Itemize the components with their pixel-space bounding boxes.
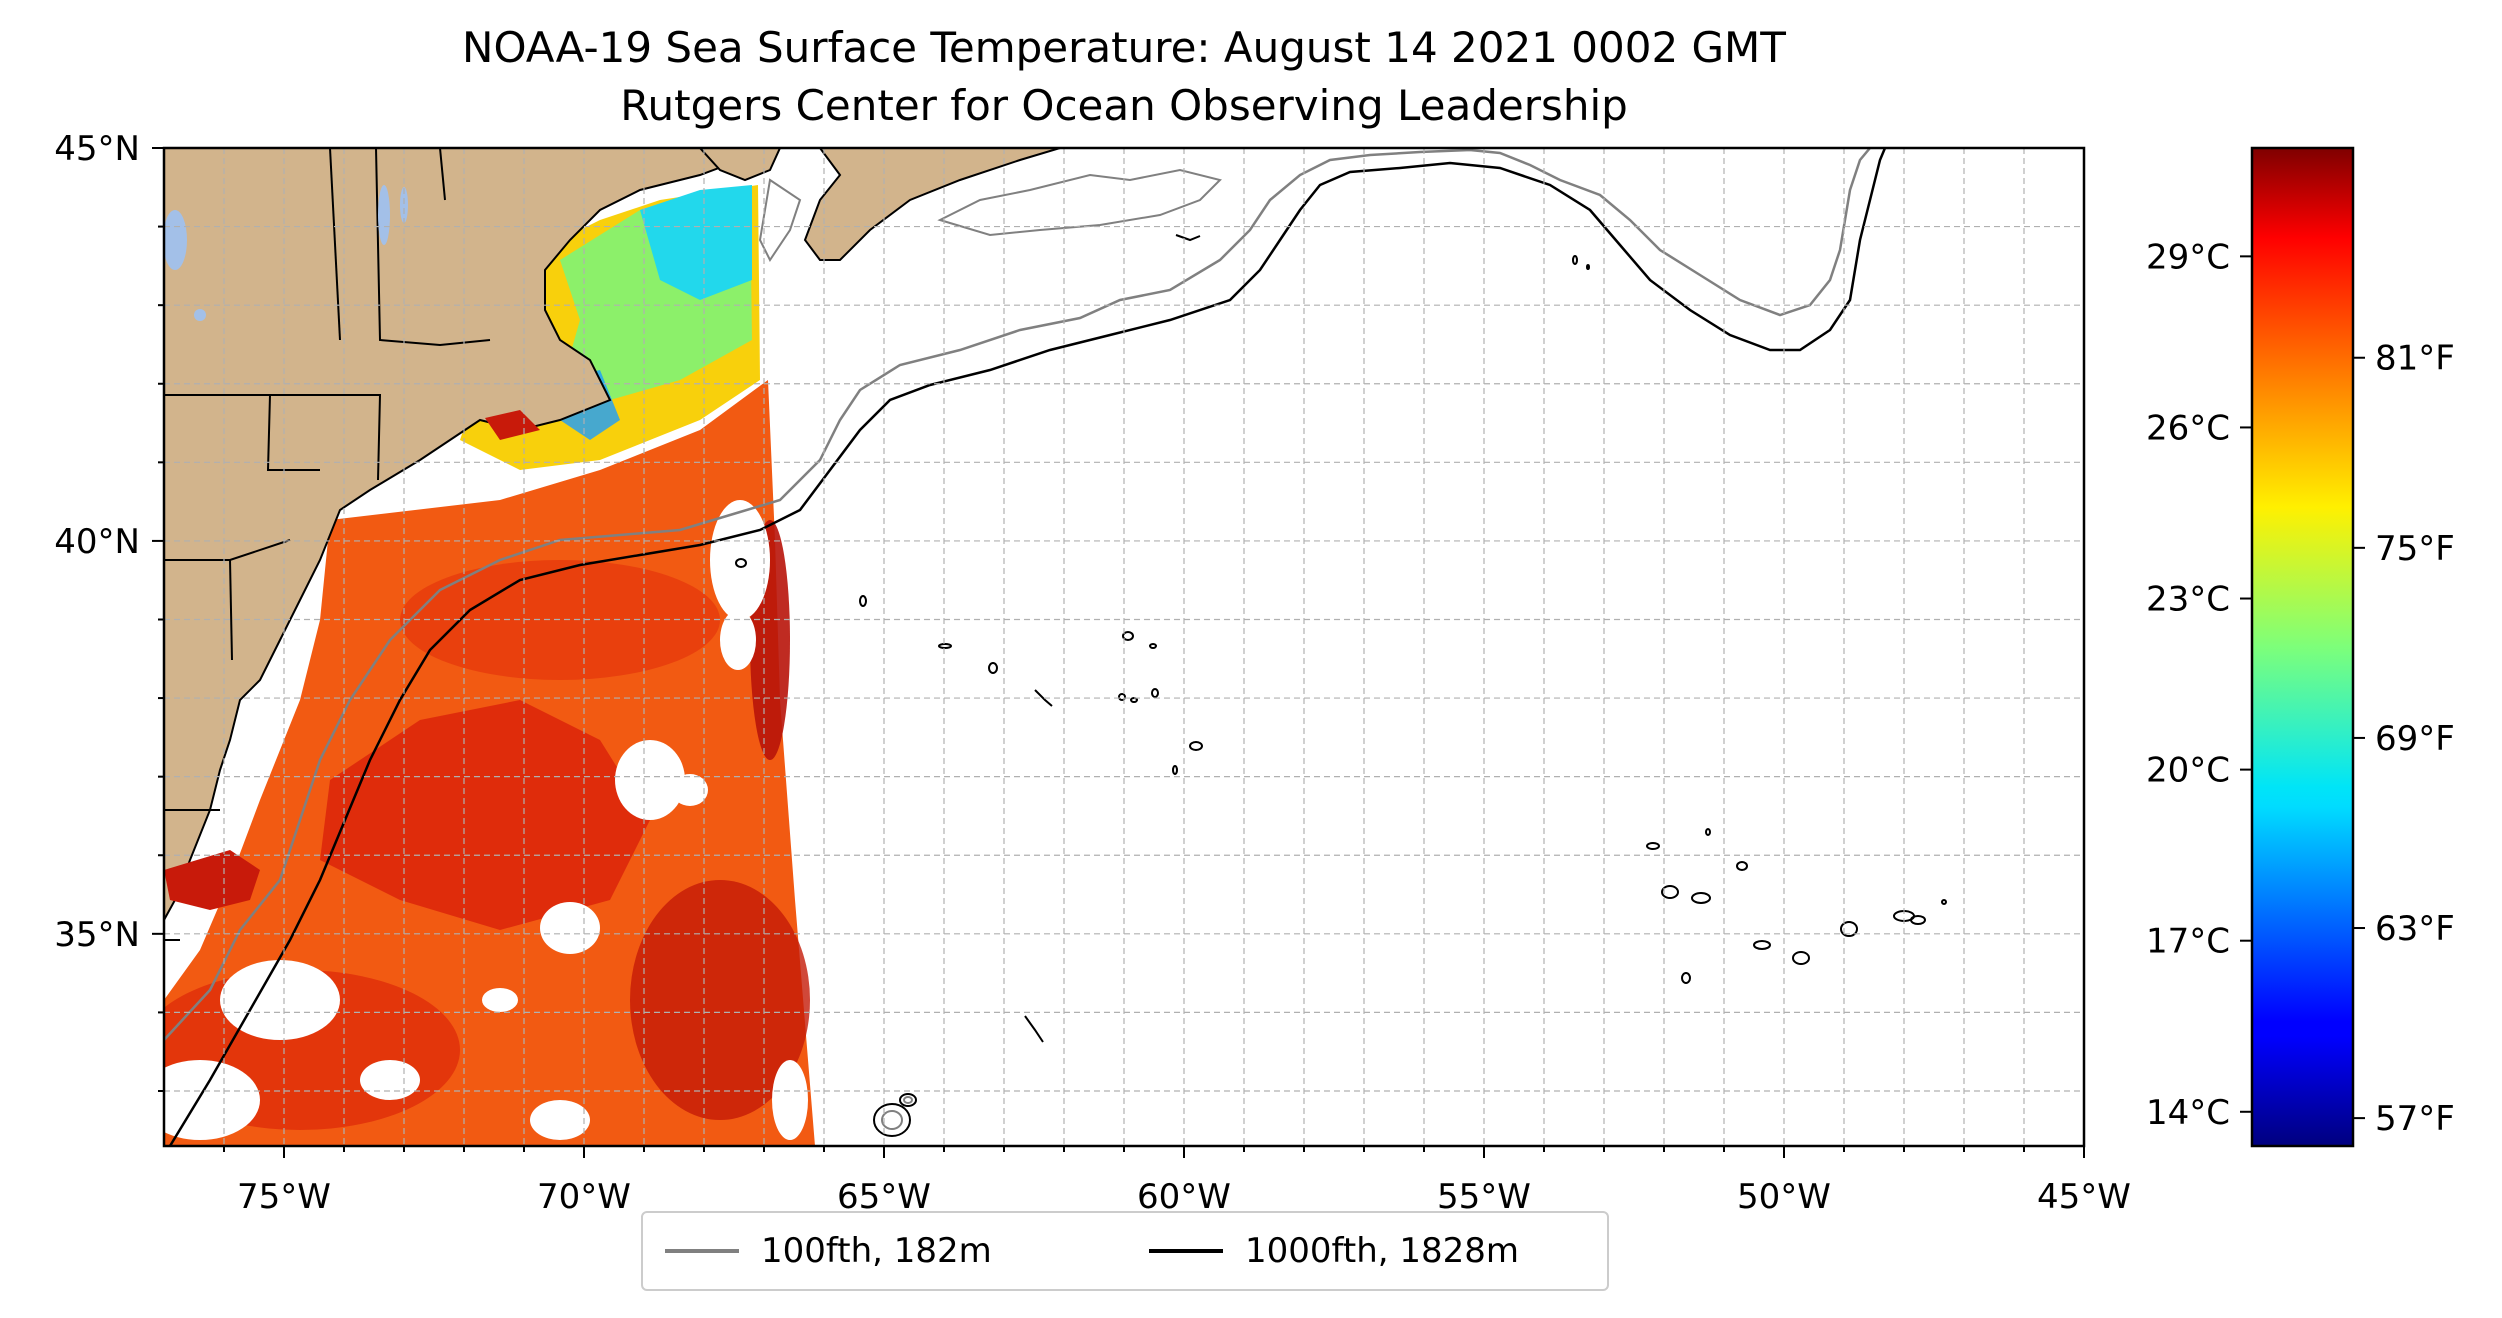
chart-title: NOAA-19 Sea Surface Temperature: August … (462, 23, 1786, 72)
legend-swatch-100fth (665, 1249, 739, 1253)
lakes (164, 185, 408, 321)
seamounts (735, 234, 1947, 1137)
longitude-tick-labels: 75°W 70°W 65°W 60°W 55°W 50°W 45°W (237, 1177, 2131, 1217)
cloud-mask (164, 500, 808, 1140)
colorbar-celsius-label: 14°C (2146, 1093, 2230, 1133)
isobath-100fth-inner (937, 168, 1222, 237)
sst-swath-hot (320, 700, 650, 930)
isobath-100fth-gulf (758, 178, 802, 262)
colorbar-celsius-label: 29°C (2146, 237, 2230, 277)
legend-swatch-1000fth (1149, 1249, 1223, 1253)
legend-entry-100fth: 100fth, 182m (665, 1213, 992, 1289)
colorbar-fahrenheit-label: 69°F (2375, 719, 2455, 759)
colorbar-celsius-ticks: 29°C 26°C 23°C 20°C 17°C 14°C (2146, 237, 2252, 1133)
state-borders (164, 148, 491, 941)
land-nova-scotia (803, 148, 1061, 261)
sst-swath-cyan (640, 185, 752, 300)
lon-tick-label: 65°W (837, 1177, 931, 1217)
land-north-america (164, 148, 762, 921)
colorbar-fahrenheit-label: 63°F (2375, 909, 2455, 949)
axis-ticks (152, 147, 2085, 1158)
lon-tick-label: 55°W (1437, 1177, 1531, 1217)
sst-eddy (630, 880, 810, 1120)
land-cape-breton (698, 148, 782, 182)
lon-tick-label: 70°W (537, 1177, 631, 1217)
seamounts-shallow (881, 1096, 913, 1130)
colorbar-fahrenheit-label: 75°F (2375, 529, 2455, 569)
colorbar-celsius-label: 17°C (2146, 922, 2230, 962)
colorbar-fahrenheit-ticks: 81°F 75°F 69°F 63°F 57°F (2353, 339, 2455, 1139)
colorbar (2252, 148, 2353, 1146)
legend: 100fth, 182m 1000fth, 1828m (641, 1211, 1609, 1291)
isobath-100fth (164, 148, 1871, 1041)
lat-tick-label: 35°N (54, 915, 140, 955)
colorbar-frame (2250, 146, 2355, 1148)
sst-coastal (485, 410, 540, 440)
lon-tick-label: 75°W (237, 1177, 331, 1217)
colorbar-fahrenheit-label: 81°F (2375, 339, 2455, 379)
lat-tick-label: 40°N (54, 522, 140, 562)
lon-tick-label: 50°W (1737, 1177, 1831, 1217)
legend-label-100fth: 100fth, 182m (761, 1231, 992, 1271)
latitude-tick-labels: 35°N 40°N 45°N (54, 129, 140, 955)
lat-tick-label: 45°N (54, 129, 140, 169)
lon-tick-label: 45°W (2037, 1177, 2131, 1217)
colorbar-celsius-label: 23°C (2146, 580, 2230, 620)
legend-entry-1000fth: 1000fth, 1828m (1149, 1213, 1519, 1289)
lon-tick-label: 60°W (1137, 1177, 1231, 1217)
gridlines (164, 148, 2084, 1146)
colorbar-fahrenheit-label: 57°F (2375, 1099, 2455, 1139)
isobath-1000fth (168, 148, 1887, 1146)
legend-label-1000fth: 1000fth, 1828m (1245, 1231, 1520, 1271)
sst-coastal (164, 850, 260, 910)
chart-subtitle: Rutgers Center for Ocean Observing Leade… (620, 81, 1628, 130)
colorbar-celsius-label: 20°C (2146, 751, 2230, 791)
colorbar-celsius-label: 26°C (2146, 408, 2230, 448)
